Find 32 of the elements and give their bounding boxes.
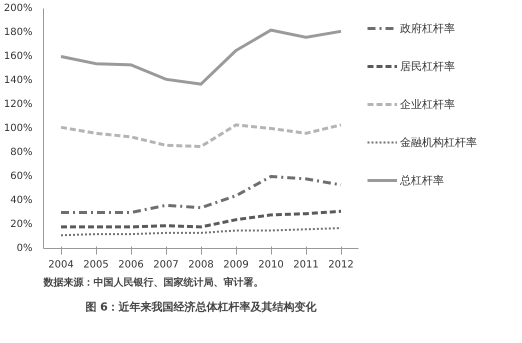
y-tick-label: 160%: [4, 51, 33, 62]
x-tick-label: 2010: [258, 260, 284, 270]
x-tick-label: 2009: [223, 260, 249, 270]
text: 图 6：近年来我国经济总体杠杆率及其结构变化: [85, 300, 318, 314]
y-tick-label: 0%: [16, 243, 33, 254]
legend-label: 居民杠杆率: [400, 58, 455, 74]
line-series: [60, 210, 342, 228]
y-tick-label: 200%: [4, 3, 33, 14]
y-tick-label: 60%: [10, 171, 33, 182]
legend-label: 金融机构杠杆率: [400, 134, 477, 150]
x-tick-label: 2006: [118, 260, 144, 270]
line-series: [60, 28, 342, 86]
legend-label: 政府杠杆率: [400, 20, 455, 36]
line-series: [60, 227, 342, 236]
x-tick-label: 2011: [293, 260, 319, 270]
x-tick-label: 2007: [153, 260, 179, 270]
line-series: [60, 123, 342, 148]
x-tick-label: 2008: [188, 260, 214, 270]
source-note: 数据来源：中国人民银行、国家统计局、审计署。: [42, 276, 264, 288]
y-tick-label: 40%: [10, 195, 33, 206]
y-tick-label: 180%: [4, 27, 33, 38]
legend-label: 总杠杆率: [400, 172, 444, 188]
y-tick-label: 100%: [4, 123, 33, 134]
y-tick-label: 120%: [4, 99, 33, 110]
x-tick-label: 2004: [48, 260, 74, 270]
x-tick-label: 2005: [83, 260, 109, 270]
line-series: [60, 175, 342, 214]
legend-label: 企业杠杆率: [400, 96, 455, 112]
y-tick-label: 140%: [4, 75, 33, 86]
x-tick-label: 2012: [328, 260, 354, 270]
y-tick-label: 80%: [10, 147, 33, 158]
y-tick-label: 20%: [10, 219, 33, 230]
